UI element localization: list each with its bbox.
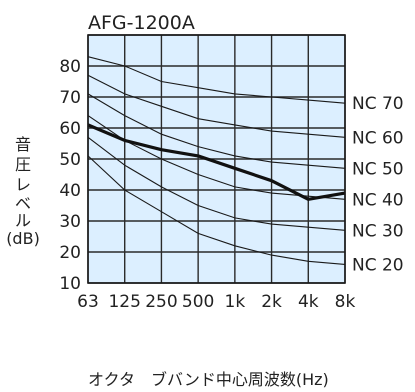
y-tick-label: 40	[59, 181, 81, 201]
plot-frame	[87, 34, 346, 284]
nc-label: NC 50	[352, 159, 404, 179]
nc-label: NC 60	[352, 128, 404, 148]
x-tick-label: 125	[108, 292, 140, 312]
x-tick-label: 4k	[298, 292, 319, 312]
y-tick-label: 30	[59, 212, 81, 232]
y-axis-label-char: ベ	[15, 194, 31, 213]
y-tick-label: 10	[59, 274, 81, 294]
y-axis-label-char: (dB)	[6, 229, 40, 248]
nc-label: NC 40	[352, 190, 404, 210]
series-lines	[87, 123, 346, 201]
nc-curve	[87, 155, 346, 265]
nc-curve	[87, 136, 346, 231]
x-tick-labels: 63 125 250 500 1k 2k 4k 8k	[77, 292, 355, 312]
x-tick-label: 250	[145, 292, 177, 312]
y-tick-label: 50	[59, 150, 81, 170]
nc-label: NC 30	[352, 221, 404, 241]
nc-curve	[87, 74, 346, 138]
y-axis-label-char: 音	[15, 135, 31, 154]
y-tick-label: 60	[59, 119, 81, 139]
y-axis-label-char: レ	[15, 175, 31, 194]
y-tick-label: 70	[59, 88, 81, 108]
chart-title: AFG-1200A	[88, 12, 195, 34]
x-tick-label: 1k	[225, 292, 246, 312]
nc-curve	[87, 93, 346, 169]
nc-label: NC 70	[352, 94, 404, 114]
y-axis-label-char: ル	[15, 211, 31, 230]
y-tick-labels: 10 20 30 40 50 60 70 80	[59, 57, 81, 294]
y-axis-label-char: 圧	[15, 155, 31, 174]
x-tick-label: 2k	[261, 292, 282, 312]
nc-labels: NC 20 NC 30 NC 40 NC 50 NC 60 NC 70	[352, 94, 404, 275]
x-axis-label: オクタ ブバンド中心周波数(Hz)	[88, 370, 329, 389]
series-line	[87, 123, 346, 201]
x-tick-label: 8k	[335, 292, 356, 312]
y-tick-label: 20	[59, 243, 81, 263]
nc-curve	[87, 56, 346, 104]
nc-label: NC 20	[352, 255, 404, 275]
x-tick-label: 63	[77, 292, 99, 312]
y-tick-label: 80	[59, 57, 81, 77]
x-tick-label: 500	[182, 292, 214, 312]
